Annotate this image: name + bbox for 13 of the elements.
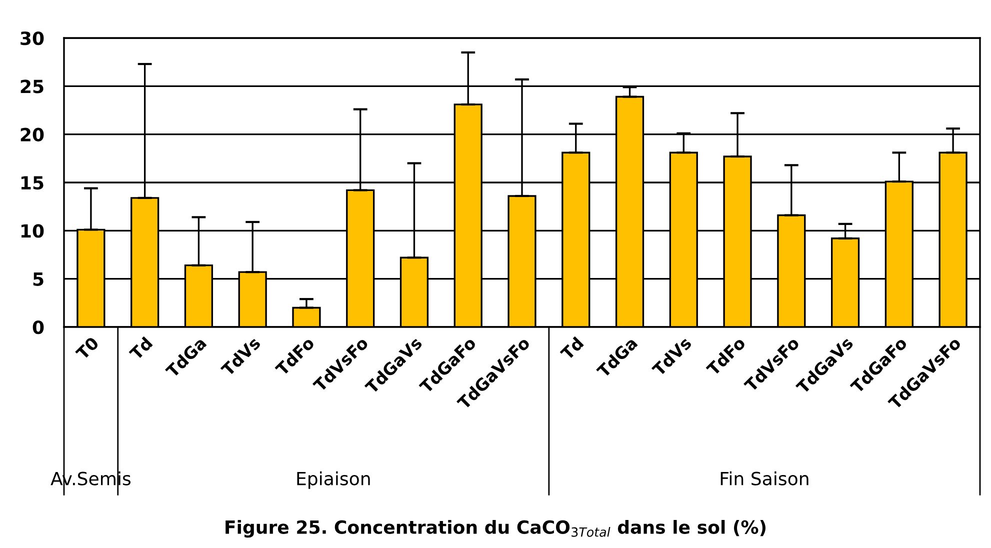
x-tick-label: T0 (74, 336, 100, 361)
y-tick-label: 10 (21, 224, 44, 238)
y-tick-label: 5 (33, 272, 44, 286)
x-tick-label: Td (128, 336, 153, 361)
y-tick-label: 25 (20, 80, 44, 94)
text: Fin Saison (720, 471, 808, 486)
y-tick-label: 30 (20, 31, 44, 46)
y-tick-label: 20 (20, 128, 44, 142)
text: Epiaison (297, 471, 370, 489)
text: Figure 25. Concentration du CaCO$_{3Total}$ dans le sol (%) (226, 520, 766, 538)
y-tick-label: 15 (21, 176, 44, 190)
y-tick-label: 0 (32, 320, 44, 334)
x-tick-label: Td (559, 336, 584, 361)
